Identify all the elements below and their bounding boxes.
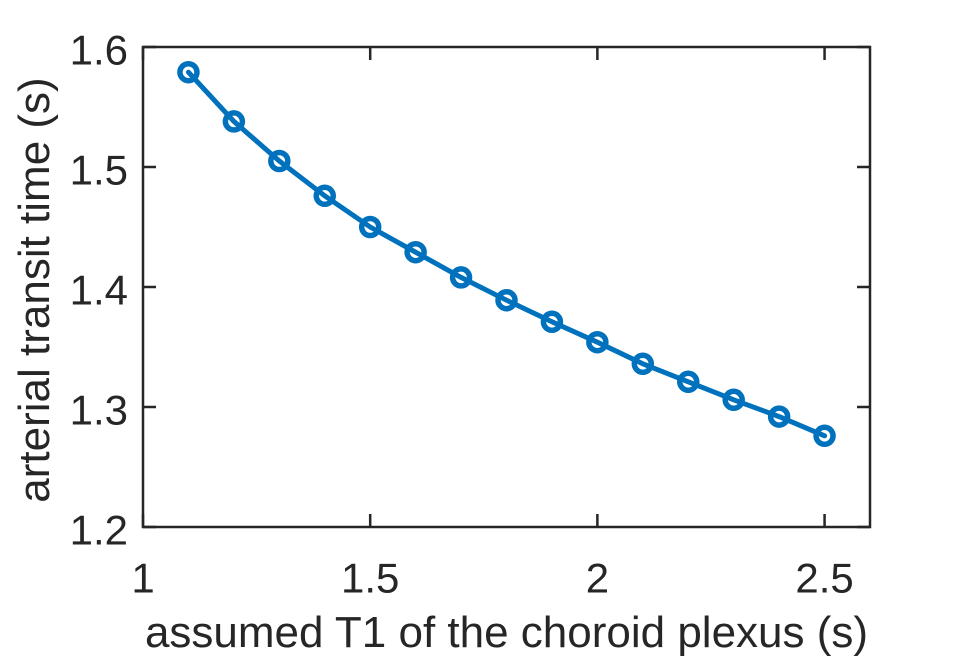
data-point-marker — [540, 310, 564, 334]
y-tick-label: 1.6 — [70, 27, 128, 74]
y-tick-label: 1.4 — [70, 267, 128, 314]
x-tick-label: 2.5 — [795, 555, 853, 602]
data-point-marker — [631, 352, 655, 376]
data-point-marker — [358, 215, 382, 239]
data-point-marker — [222, 110, 246, 133]
data-point-marker — [449, 266, 473, 289]
data-point-marker — [268, 149, 291, 173]
y-tick-label: 1.5 — [70, 147, 128, 194]
x-tick-label: 2 — [586, 555, 609, 602]
axes-box — [141, 45, 872, 529]
series-line — [185, 69, 828, 439]
x-tick-label: 1 — [131, 555, 154, 602]
data-point-marker — [177, 60, 200, 84]
data-point-marker — [313, 184, 336, 208]
x-axis-label: assumed T1 of the choroid plexus (s) — [144, 608, 869, 657]
tick-labels: 1 1.5 2 2.5 1.2 1.3 1.4 1.5 1.6 — [70, 27, 854, 602]
data-point-marker — [586, 330, 609, 354]
y-axis-label: arterial transit time (s) — [10, 77, 59, 503]
axis-ticks — [141, 45, 870, 529]
data-point-marker — [677, 370, 700, 394]
data-point-marker — [722, 388, 745, 412]
data-point-marker — [495, 288, 518, 312]
data-series — [177, 60, 836, 448]
y-tick-label: 1.2 — [70, 507, 128, 554]
y-tick-label: 1.3 — [70, 387, 128, 434]
data-point-marker — [813, 424, 836, 448]
data-point-marker — [767, 405, 791, 428]
x-tick-label: 1.5 — [341, 555, 399, 602]
data-point-marker — [404, 240, 427, 264]
